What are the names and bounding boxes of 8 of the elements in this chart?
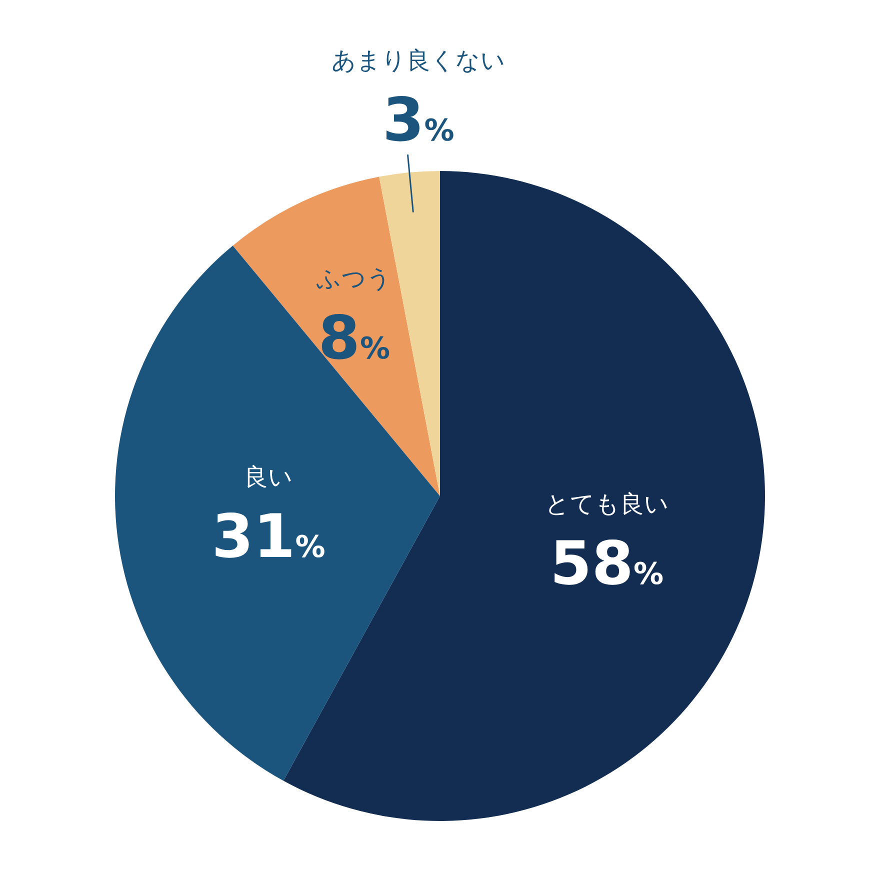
value-label: 8% [318, 304, 390, 374]
category-label: ふつう [316, 264, 392, 293]
value-label: 31% [212, 502, 326, 572]
value-label: 3% [382, 86, 454, 156]
value-label: 58% [550, 528, 664, 599]
category-label: 良い [244, 463, 294, 492]
category-label: とても良い [544, 490, 669, 518]
category-label: あまり良くない [331, 46, 506, 75]
